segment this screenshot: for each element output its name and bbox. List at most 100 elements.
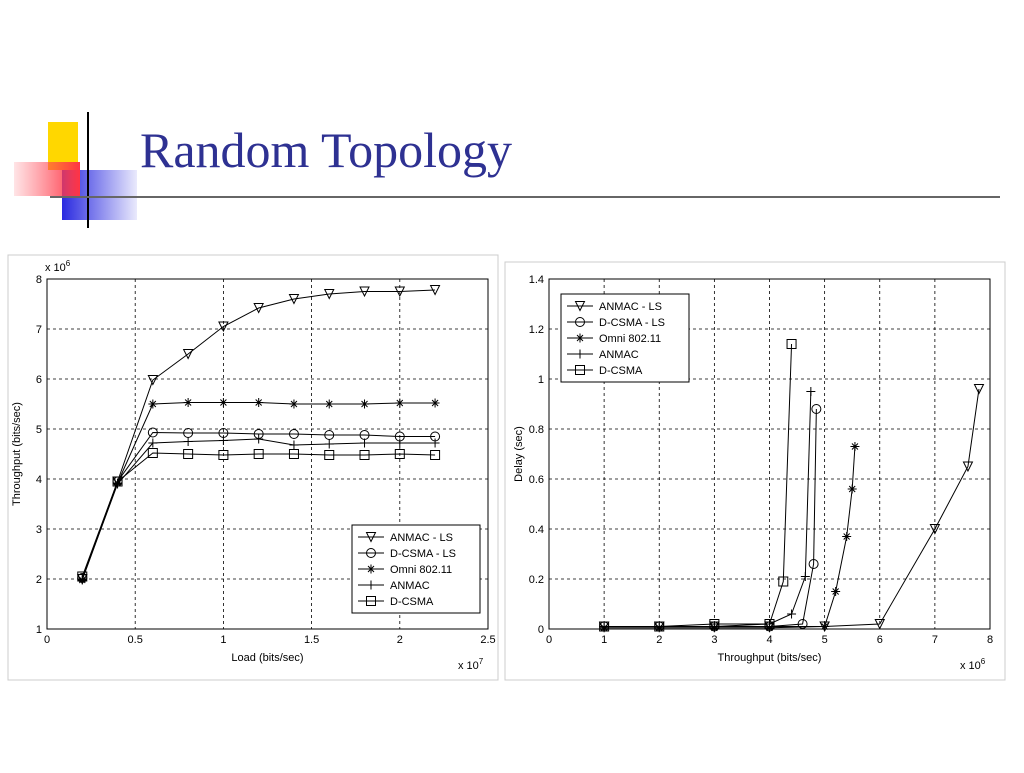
- series-line: [81, 289, 436, 580]
- series-line: [604, 343, 793, 627]
- marker: [962, 461, 974, 473]
- marker: [842, 532, 852, 541]
- legend-label: D-CSMA - LS: [390, 548, 456, 560]
- marker: [811, 404, 822, 414]
- legend-label: D-CSMA: [599, 365, 643, 377]
- deco-red: [14, 162, 80, 196]
- marker: [289, 440, 299, 450]
- marker: [366, 564, 376, 574]
- marker: [183, 449, 194, 459]
- marker: [77, 571, 88, 582]
- x-tick-label: 8: [987, 634, 993, 646]
- y-tick-label: 1.4: [529, 274, 544, 286]
- marker: [324, 399, 334, 409]
- marker: [575, 365, 585, 375]
- marker: [147, 427, 158, 438]
- marker: [359, 450, 370, 460]
- marker: [148, 438, 158, 448]
- scale-exponent: 7: [479, 657, 484, 666]
- x-tick-label: 1.5: [304, 634, 319, 646]
- marker: [288, 294, 300, 305]
- y-axis-label: Delay (sec): [513, 426, 525, 482]
- y-axis-label: Throughput (bits/sec): [11, 402, 23, 506]
- y-tick-label: 7: [36, 324, 42, 336]
- marker: [366, 548, 376, 558]
- marker: [360, 438, 370, 448]
- marker: [973, 384, 985, 395]
- legend-label: D-CSMA - LS: [599, 317, 665, 329]
- marker: [218, 450, 229, 460]
- scale-exponent: 6: [66, 259, 71, 268]
- marker: [147, 448, 158, 458]
- y-tick-label: 8: [36, 274, 42, 286]
- legend-label: ANMAC - LS: [390, 532, 453, 544]
- y-tick-label: 0.4: [529, 524, 544, 536]
- y-tick-label: 3: [36, 524, 42, 536]
- x-tick-label: 7: [932, 634, 938, 646]
- x-tick-label: 3: [711, 634, 717, 646]
- marker: [820, 622, 830, 631]
- marker: [831, 587, 841, 596]
- marker: [366, 580, 376, 590]
- y-tick-label: 0: [538, 624, 544, 636]
- y-scale: x 106: [45, 259, 71, 274]
- marker: [395, 438, 405, 448]
- marker: [778, 576, 789, 587]
- x-tick-label: 1: [601, 634, 607, 646]
- marker: [599, 621, 610, 632]
- x-axis-label: Load (bits/sec): [231, 652, 303, 664]
- marker: [786, 339, 797, 349]
- legend-label: Omni 802.11: [390, 564, 452, 576]
- y-tick-label: 2: [36, 574, 42, 586]
- marker: [324, 439, 334, 449]
- x-tick-label: 6: [877, 634, 883, 646]
- y-tick-label: 1: [538, 374, 544, 386]
- series-line: [81, 431, 436, 579]
- marker: [850, 442, 860, 451]
- marker: [218, 436, 228, 445]
- marker: [394, 286, 406, 298]
- marker: [709, 619, 720, 629]
- legend-label: D-CSMA: [390, 596, 434, 608]
- marker: [430, 398, 440, 408]
- marker: [575, 317, 585, 327]
- x-tick-label: 0: [546, 634, 552, 646]
- marker: [218, 321, 229, 333]
- marker: [253, 303, 264, 314]
- x-tick-label: 2.5: [480, 634, 495, 646]
- marker: [288, 449, 299, 459]
- marker: [183, 437, 193, 446]
- scale-base: x 10: [45, 262, 66, 274]
- marker: [360, 399, 370, 409]
- marker: [847, 484, 857, 494]
- legend-label: ANMAC: [390, 580, 430, 592]
- marker: [323, 289, 335, 300]
- x-tick-label: 4: [766, 634, 772, 646]
- legend-label: ANMAC - LS: [599, 301, 662, 313]
- marker: [288, 429, 299, 439]
- marker: [289, 399, 299, 409]
- marker: [929, 524, 941, 535]
- y-tick-label: 1.2: [529, 324, 544, 336]
- marker: [575, 349, 585, 359]
- marker: [218, 398, 228, 407]
- marker: [324, 450, 335, 460]
- plot-frame: [46, 278, 489, 630]
- marker: [797, 619, 808, 629]
- marker: [429, 285, 441, 296]
- slide-title: Random Topology: [140, 122, 512, 178]
- y-tick-label: 0.2: [529, 574, 544, 586]
- marker: [394, 449, 405, 459]
- y-tick-label: 6: [36, 374, 42, 386]
- x-scale: x 107: [458, 657, 484, 672]
- y-tick-label: 0.6: [529, 474, 544, 486]
- x-scale: x 106: [960, 657, 986, 672]
- y-tick-label: 0.8: [529, 424, 544, 436]
- marker: [147, 375, 159, 386]
- marker: [148, 399, 158, 409]
- x-tick-label: 1: [220, 634, 226, 646]
- x-tick-label: 0: [44, 634, 50, 646]
- marker: [800, 572, 810, 581]
- marker: [808, 559, 819, 569]
- marker: [254, 434, 264, 444]
